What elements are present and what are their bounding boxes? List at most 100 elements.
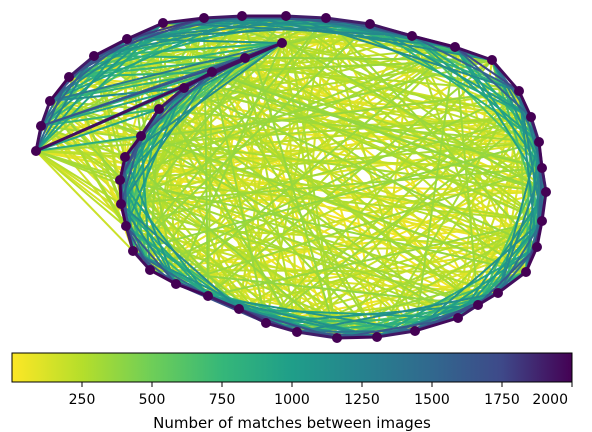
- node: [521, 267, 531, 277]
- edge: [497, 167, 543, 294]
- edge: [296, 292, 499, 333]
- edge: [124, 156, 338, 339]
- node: [120, 152, 130, 162]
- edge: [175, 46, 456, 285]
- edge: [120, 46, 456, 205]
- edge: [158, 86, 185, 111]
- edge: [183, 87, 298, 333]
- node: [541, 187, 551, 197]
- node: [240, 53, 250, 63]
- edge: [265, 116, 532, 324]
- edge: [126, 38, 283, 44]
- edge: [125, 225, 538, 248]
- edge: [125, 87, 185, 227]
- edge: [285, 14, 327, 20]
- edge: [149, 116, 532, 271]
- edge: [126, 21, 164, 41]
- edge: [325, 16, 371, 26]
- edge: [454, 46, 479, 306]
- node: [31, 146, 41, 156]
- edge: [241, 15, 547, 193]
- colorbar-tick-label: 250: [69, 392, 96, 408]
- edge: [140, 135, 459, 319]
- edge: [68, 54, 95, 79]
- edge: [285, 15, 520, 92]
- node: [450, 42, 460, 52]
- node: [145, 265, 155, 275]
- edge: [244, 41, 283, 60]
- edge: [124, 156, 177, 285]
- edge: [207, 220, 543, 297]
- node: [45, 96, 55, 106]
- edge-layer: [34, 14, 548, 340]
- edge: [140, 71, 213, 137]
- edge: [207, 294, 240, 311]
- node: [128, 246, 138, 256]
- edge: [244, 57, 543, 222]
- node: [372, 332, 382, 342]
- edge: [120, 71, 213, 205]
- edge: [241, 15, 338, 339]
- node: [154, 104, 164, 114]
- edge: [132, 141, 540, 252]
- edge: [119, 179, 543, 222]
- node: [532, 242, 542, 252]
- edge: [120, 203, 240, 310]
- node: [407, 31, 417, 41]
- edge: [175, 42, 283, 285]
- node: [514, 86, 524, 96]
- edge: [175, 116, 532, 285]
- node: [158, 18, 168, 28]
- edge: [119, 87, 185, 181]
- edge: [369, 22, 413, 38]
- node: [332, 333, 342, 343]
- edge: [119, 179, 209, 297]
- edge: [162, 16, 205, 25]
- edge: [162, 22, 413, 37]
- node: [64, 72, 74, 82]
- edge: [132, 250, 209, 297]
- edge: [411, 35, 520, 92]
- edge: [414, 316, 459, 333]
- node: [365, 19, 375, 29]
- edge: [207, 295, 378, 338]
- edge: [158, 108, 378, 338]
- edge: [119, 179, 527, 273]
- edge: [454, 46, 532, 118]
- node: [493, 288, 503, 298]
- edge: [68, 22, 164, 78]
- edge: [40, 125, 547, 193]
- edge: [265, 321, 298, 334]
- edge: [238, 307, 267, 325]
- edge: [211, 71, 547, 193]
- node: [277, 38, 287, 48]
- edge: [126, 17, 327, 40]
- node: [171, 279, 181, 289]
- edge: [132, 17, 327, 252]
- edge: [49, 100, 127, 227]
- colorbar-tick-label: 1000: [274, 392, 310, 408]
- edge: [126, 17, 205, 40]
- edge: [265, 59, 493, 324]
- edge: [477, 246, 538, 306]
- colorbar-bar: [11, 352, 573, 383]
- edge: [376, 246, 538, 338]
- colorbar-label: Number of matches between images: [153, 414, 431, 432]
- node: [281, 11, 291, 21]
- edge: [93, 37, 128, 58]
- edge: [454, 45, 493, 62]
- node: [237, 11, 247, 21]
- edge: [244, 57, 479, 306]
- edge: [93, 17, 205, 57]
- edge: [296, 330, 338, 340]
- edge: [132, 23, 371, 252]
- colorbar-tick-label: 2000: [532, 392, 568, 408]
- edge: [238, 308, 459, 319]
- node: [89, 51, 99, 61]
- node: [487, 55, 497, 65]
- edge: [203, 17, 209, 297]
- edge: [497, 270, 527, 295]
- node: [534, 137, 544, 147]
- edge: [35, 116, 532, 152]
